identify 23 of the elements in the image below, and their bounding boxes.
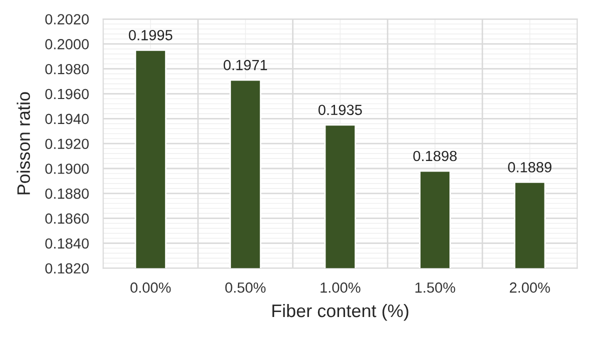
x-tick-label: 0.50%	[225, 282, 266, 293]
y-tick-label: 0.1980	[45, 64, 89, 74]
data-label: 0.1935	[318, 104, 362, 116]
y-tick-label: 0.1960	[45, 88, 89, 100]
y-axis-title: Poisson ratio	[16, 92, 30, 194]
data-label: 0.1995	[128, 30, 172, 40]
y-tick-label: 0.1900	[45, 164, 89, 174]
x-axis-title: Fiber content (%)	[272, 304, 408, 321]
y-tick-label: 0.2000	[45, 39, 89, 50]
y-tick-label: 0.1880	[45, 188, 89, 199]
y-tick-label: 0.2020	[45, 14, 89, 24]
y-tick-label: 0.1940	[45, 114, 89, 124]
data-label: 0.1889	[508, 162, 552, 172]
y-tick-label: 0.1860	[45, 213, 89, 224]
data-label: 0.1898	[413, 150, 457, 162]
data-label: 0.1971	[224, 60, 267, 70]
x-tick-label: 0.00%	[130, 282, 171, 293]
y-tick-label: 0.1820	[45, 263, 89, 274]
x-tick-label: 1.00%	[320, 282, 360, 293]
y-tick-label: 0.1920	[45, 138, 89, 150]
x-tick-label: 1.50%	[415, 282, 456, 293]
y-tick-label: 0.1840	[45, 238, 89, 249]
x-tick-label: 2.00%	[510, 282, 550, 293]
